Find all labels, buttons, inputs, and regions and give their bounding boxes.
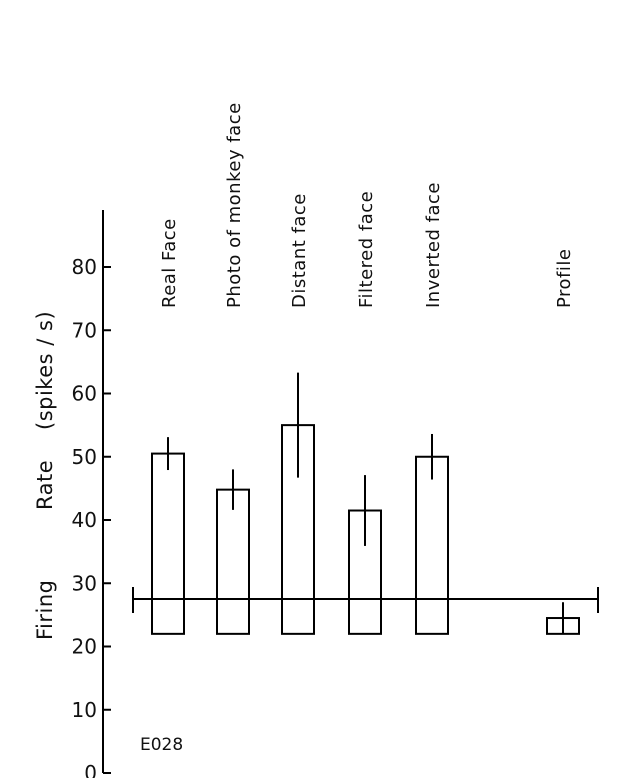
category-label: Photo of monkey face [224, 102, 245, 308]
y-ticks: 0 10 20 30 40 50 60 70 80 [72, 255, 111, 778]
y-tick-label: 50 [72, 445, 97, 469]
y-axis-label-part-1: Firing [33, 580, 57, 641]
bar [151, 452, 185, 635]
bar [415, 455, 449, 635]
category-label: Filtered face [356, 191, 377, 308]
category-label: Real Face [159, 218, 180, 308]
annotation-label: E028 [140, 735, 183, 755]
y-tick-label: 80 [72, 255, 97, 279]
y-axis-label-part-3: (spikes / s) [33, 311, 57, 430]
y-tick-label: 30 [72, 571, 97, 595]
y-axis-label: Firing Rate (spikes / s) [33, 311, 57, 640]
y-tick-label: 0 [84, 761, 97, 778]
category-label: Inverted face [423, 182, 444, 308]
y-axis-label-part-2: Rate [33, 460, 57, 510]
y-tick-label: 20 [72, 635, 97, 659]
y-tick-label: 10 [72, 698, 97, 722]
y-tick-label: 40 [72, 508, 97, 532]
bars [151, 372, 580, 635]
y-tick-label: 70 [72, 318, 97, 342]
category-labels: Real Face Photo of monkey face Distant fac… [159, 102, 575, 308]
category-label: Profile [554, 249, 575, 308]
category-label: Distant face [289, 193, 310, 308]
y-tick-label: 60 [72, 382, 97, 406]
bar [216, 488, 250, 635]
